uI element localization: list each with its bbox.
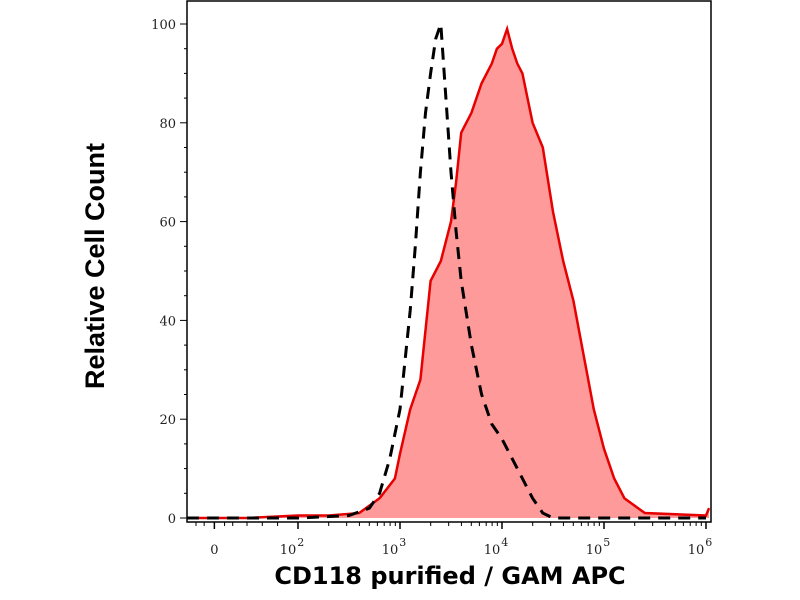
x-axis-label: CD118 purified / GAM APC <box>274 562 626 590</box>
y-tick-label: 60 <box>159 216 176 231</box>
series-fill-0 <box>187 28 710 519</box>
y-tick-label: 40 <box>159 314 176 329</box>
y-tick-label: 0 <box>168 512 176 527</box>
series-line-0 <box>187 24 711 520</box>
y-tick-label: 20 <box>159 413 176 428</box>
x-tick-label: 104 <box>484 536 509 558</box>
y-axis-label: Relative Cell Count <box>80 142 110 390</box>
y-tick-label: 100 <box>151 18 176 33</box>
y-tick-label: 80 <box>159 117 176 132</box>
x-tick-label: 105 <box>586 536 611 558</box>
x-tick-label: 102 <box>280 536 305 558</box>
x-axis: 0 102 103 104 105 106 <box>195 522 713 558</box>
y-axis: 0 20 40 60 80 100 <box>151 18 187 527</box>
plot-series <box>187 23 711 520</box>
x-tick-label: 103 <box>382 536 407 558</box>
x-tick-label: 106 <box>688 536 713 558</box>
x-tick-label: 0 <box>210 543 218 558</box>
series-line-1 <box>187 23 706 520</box>
